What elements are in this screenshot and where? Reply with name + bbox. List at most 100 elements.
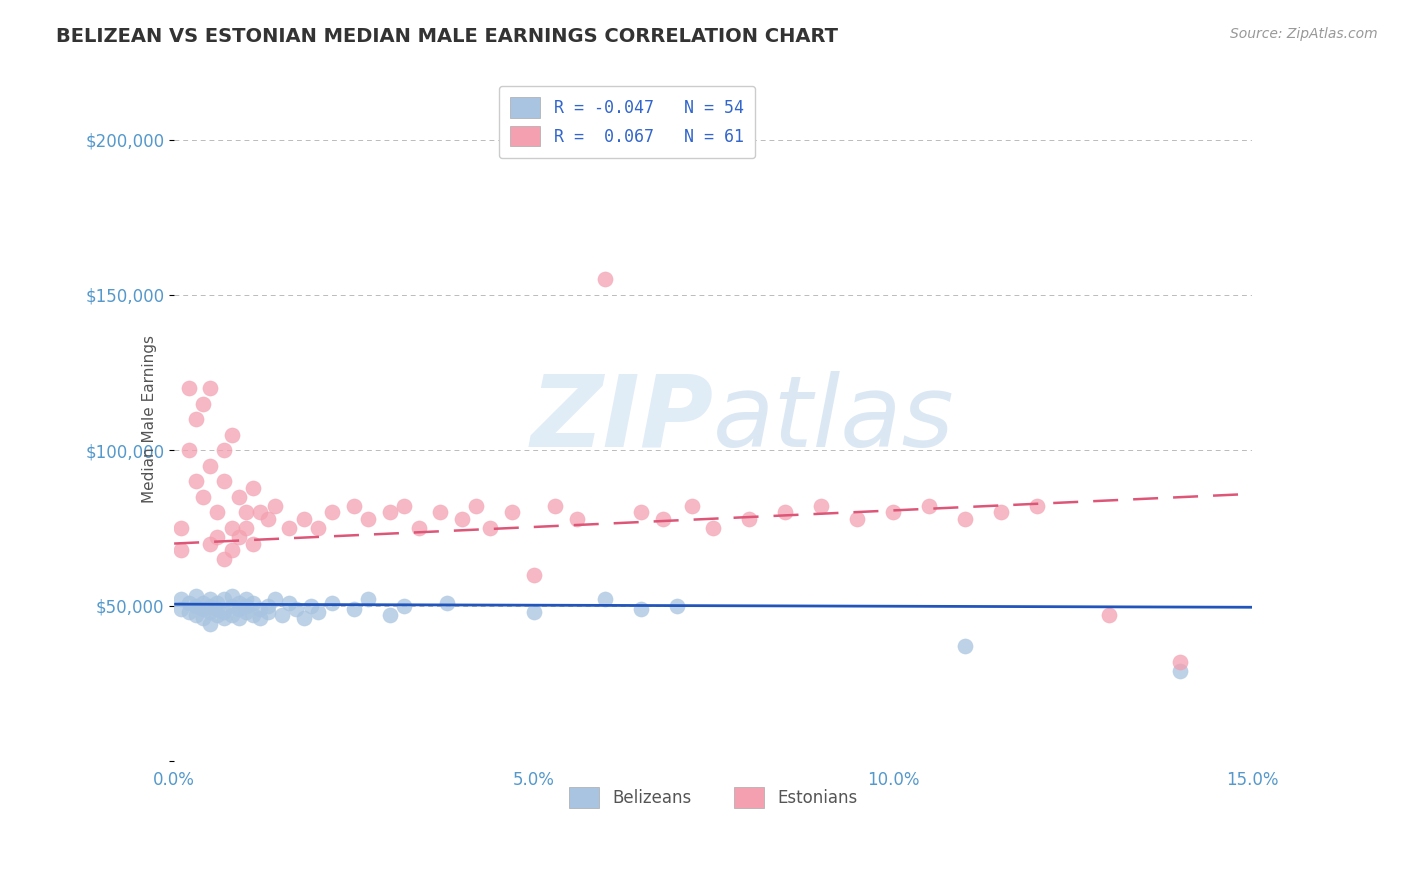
Point [249,506,271,520]
Point [544,500,567,514]
Point [221,599,243,613]
Point [651,511,673,525]
Point [479,521,502,535]
Point [207,607,229,622]
Point [256,511,278,525]
Point [198,605,221,619]
Point [522,605,544,619]
Point [990,506,1012,520]
Point [214,552,236,566]
Point [343,602,366,616]
Point [292,611,315,625]
Point [810,500,832,514]
Point [357,511,380,525]
Point [738,511,761,525]
Point [565,511,588,525]
Point [278,596,301,610]
Point [198,617,221,632]
Point [307,605,329,619]
Point [501,506,523,520]
Point [221,590,243,604]
Point [235,506,257,520]
Point [595,592,617,607]
Point [681,500,703,514]
Point [465,500,488,514]
Point [228,530,250,544]
Point [198,536,221,550]
Point [595,272,617,286]
Point [263,592,285,607]
Point [177,381,200,395]
Point [177,605,200,619]
Point [221,427,243,442]
Point [235,599,257,613]
Point [918,500,941,514]
Point [235,521,257,535]
Point [228,611,250,625]
Point [221,521,243,535]
Point [214,475,236,489]
Point [207,506,229,520]
Point [378,506,401,520]
Point [522,567,544,582]
Point [170,521,193,535]
Point [221,607,243,622]
Y-axis label: Median Male Earnings: Median Male Earnings [142,335,157,503]
Point [285,602,308,616]
Point [214,605,236,619]
Point [207,596,229,610]
Point [846,511,869,525]
Point [191,611,214,625]
Point [357,592,380,607]
Point [307,521,329,535]
Point [191,397,214,411]
Point [170,542,193,557]
Point [256,599,278,613]
Text: Source: ZipAtlas.com: Source: ZipAtlas.com [1230,27,1378,41]
Point [292,511,315,525]
Point [249,611,271,625]
Point [1170,655,1192,669]
Point [228,490,250,504]
Point [299,599,322,613]
Legend: Belizeans, Estonians: Belizeans, Estonians [562,780,863,814]
Point [184,590,207,604]
Point [263,500,285,514]
Point [429,506,451,520]
Point [184,599,207,613]
Point [1170,664,1192,678]
Point [450,511,472,525]
Point [214,611,236,625]
Point [177,443,200,458]
Point [392,599,415,613]
Point [630,506,652,520]
Point [207,530,229,544]
Point [953,639,976,653]
Point [343,500,366,514]
Point [198,592,221,607]
Point [378,607,401,622]
Point [242,481,264,495]
Point [221,542,243,557]
Point [198,599,221,613]
Point [436,596,458,610]
Point [242,536,264,550]
Point [177,596,200,610]
Point [666,599,689,613]
Point [1025,500,1047,514]
Point [702,521,724,535]
Point [228,602,250,616]
Point [184,475,207,489]
Point [321,506,343,520]
Point [170,602,193,616]
Point [1097,607,1119,622]
Point [773,506,796,520]
Point [198,458,221,473]
Point [242,596,264,610]
Point [235,592,257,607]
Point [630,602,652,616]
Point [170,592,193,607]
Point [953,511,976,525]
Text: ZIP: ZIP [530,371,713,467]
Text: BELIZEAN VS ESTONIAN MEDIAN MALE EARNINGS CORRELATION CHART: BELIZEAN VS ESTONIAN MEDIAN MALE EARNING… [56,27,838,45]
